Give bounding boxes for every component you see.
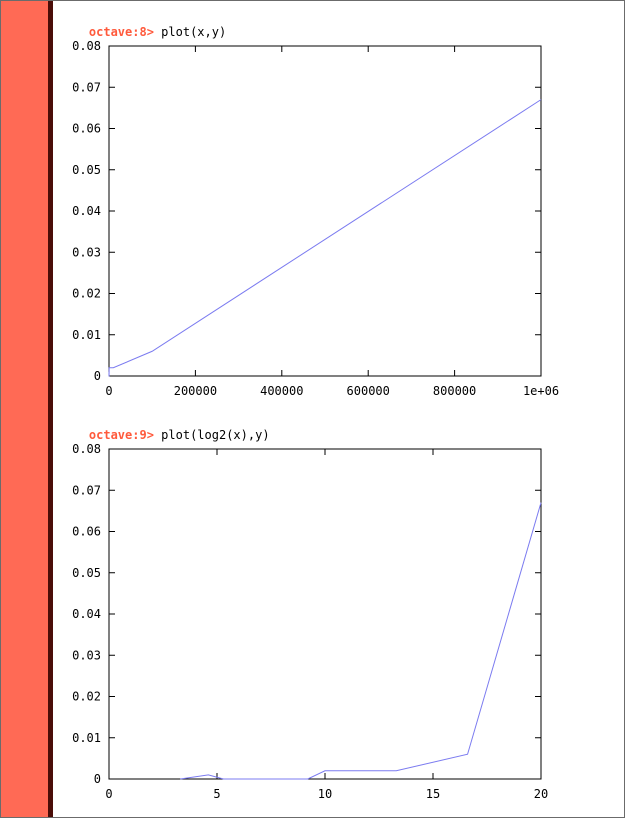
gutter-divider <box>48 1 53 817</box>
y-tick-label: 0 <box>94 772 101 786</box>
prompt-label: octave:9> <box>88 428 154 442</box>
x-tick-label: 20 <box>534 787 548 801</box>
console-output: octave:8> plot(x,y) 0 200000 400000 600000 8… <box>53 1 623 817</box>
y-tick-label: 0.01 <box>72 328 101 342</box>
left-gutter <box>1 1 48 817</box>
prompt-label: octave:8> <box>88 25 154 39</box>
y-tick-label: 0.04 <box>72 204 101 218</box>
y-tick-label: 0.04 <box>72 607 101 621</box>
x-tick-label: 0 <box>105 384 112 398</box>
command-text: plot(log2(x),y) <box>161 428 270 442</box>
command-line-1: octave:8> plot(x,y) <box>60 11 226 53</box>
x-tick-label: 10 <box>318 787 332 801</box>
command-line-2: octave:9> plot(log2(x),y) <box>60 414 270 456</box>
series-line <box>108 99 542 377</box>
y-tick-label: 0 <box>94 369 101 383</box>
y-tick-label: 0.06 <box>72 122 101 136</box>
y-tick-label: 0.01 <box>72 731 101 745</box>
plot-frame <box>108 448 542 780</box>
y-tick-label: 0.02 <box>72 690 101 704</box>
y-tick-label: 0.06 <box>72 525 101 539</box>
command-text: plot(x,y) <box>161 25 227 39</box>
plot-figure-1: 0 200000 400000 600000 800000 1e+06 0 0.01 0.02 0… <box>72 39 559 398</box>
x-tick-label: 15 <box>426 787 440 801</box>
y-tick-label: 0.03 <box>72 648 101 662</box>
plot-figure-2: 0 5 10 15 20 0 0.01 0.02 0.03 0.04 0.05 0.06 0.07 0.0… <box>72 442 548 801</box>
series-line <box>180 502 542 780</box>
y-tick-label: 0.03 <box>72 245 101 259</box>
y-tick-label: 0.07 <box>72 483 101 497</box>
x-tick-label: 5 <box>213 787 220 801</box>
y-tick-label: 0.05 <box>72 163 101 177</box>
plot-frame <box>108 45 542 377</box>
y-tick-label: 0.05 <box>72 566 101 580</box>
x-tick-label: 1e+06 <box>523 384 559 398</box>
y-tick-label: 0.08 <box>72 442 101 456</box>
y-tick-label: 0.08 <box>72 39 101 53</box>
x-tick-label: 400000 <box>260 384 303 398</box>
x-tick-label: 600000 <box>347 384 390 398</box>
x-tick-label: 800000 <box>433 384 476 398</box>
x-tick-label: 0 <box>105 787 112 801</box>
y-tick-label: 0.07 <box>72 80 101 94</box>
x-tick-label: 200000 <box>174 384 217 398</box>
y-tick-label: 0.02 <box>72 287 101 301</box>
